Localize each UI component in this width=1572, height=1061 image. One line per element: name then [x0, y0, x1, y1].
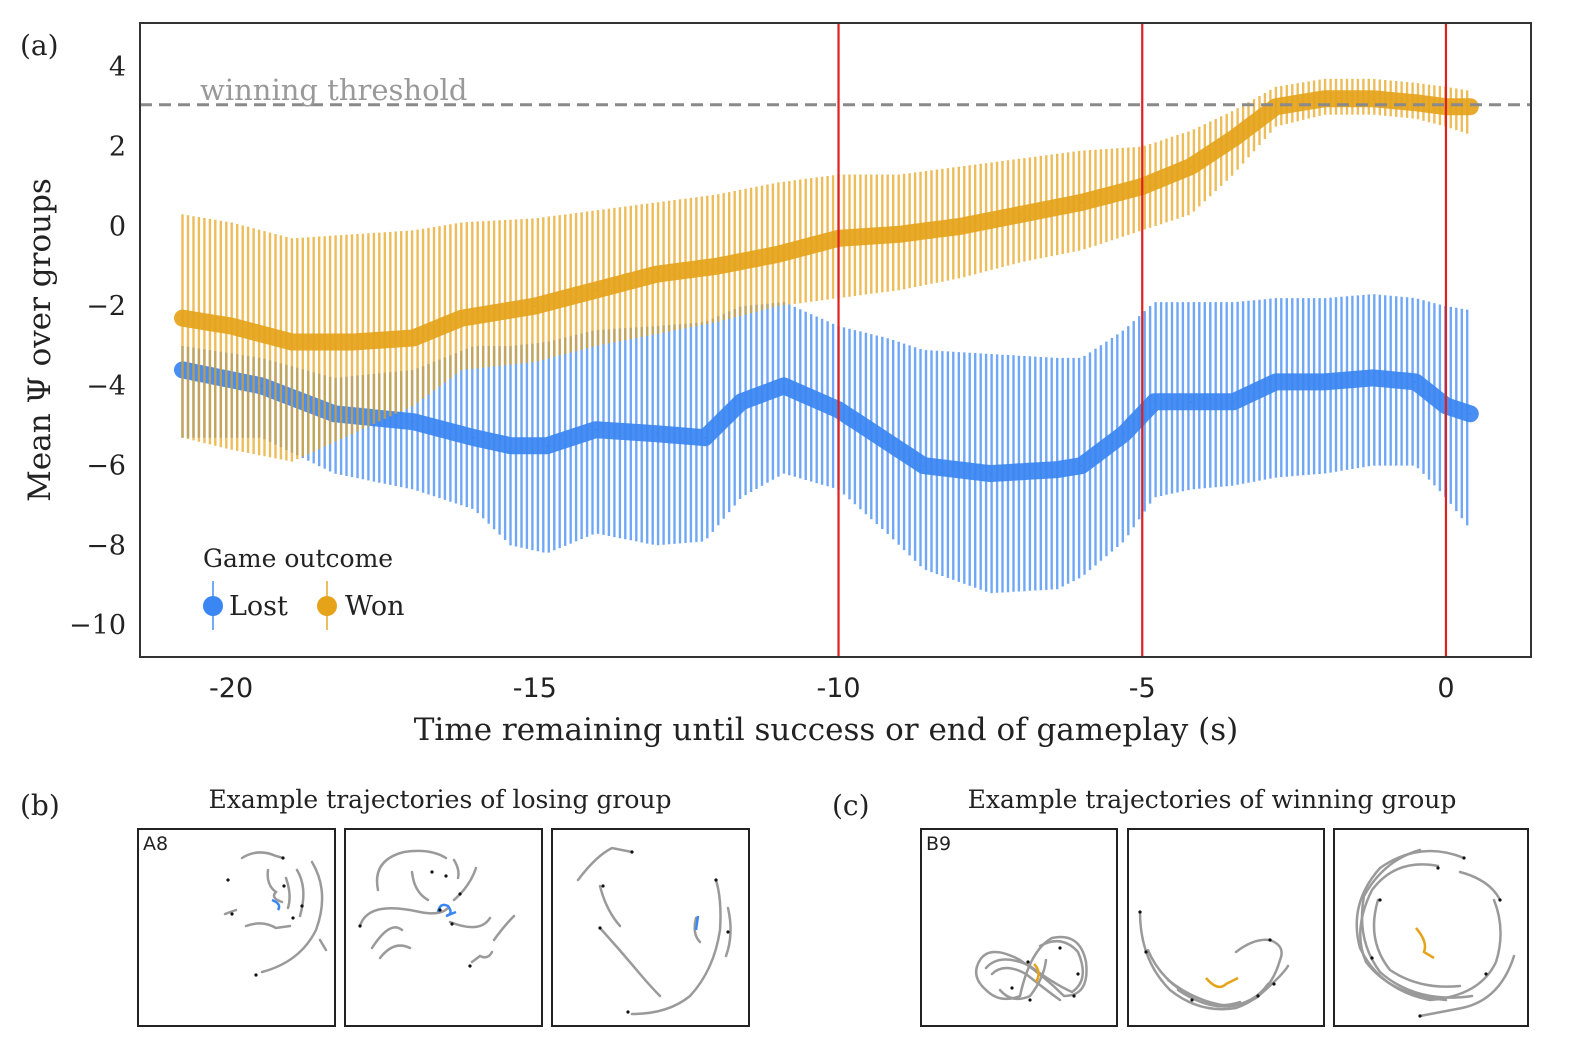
y-tick-label: −2 [86, 291, 126, 322]
plot-area [140, 23, 1531, 657]
data-point-lost [1274, 380, 1277, 383]
box-tag-b9: B9 [926, 833, 951, 855]
data-point-lost [412, 420, 415, 423]
data-point-won [412, 337, 415, 339]
plot-frame [139, 22, 1532, 658]
data-point-won [1323, 97, 1326, 100]
losing-trajectory-box-2 [344, 828, 543, 1027]
data-point-lost [886, 440, 889, 443]
data-point-won [533, 305, 536, 308]
data-point-won [1372, 97, 1375, 100]
data-point-lost [1372, 376, 1375, 379]
data-point-lost [1414, 380, 1417, 383]
series-won [174, 78, 1479, 462]
data-point-lost [922, 464, 925, 467]
panel-c-label: (c) [832, 789, 870, 822]
panel-c-title: Example trajectories of winning group [968, 785, 1457, 814]
box-tag-a8: A8 [143, 833, 168, 855]
data-point-won [1414, 101, 1417, 104]
losing-trajectory-box-1: A8 [137, 828, 336, 1027]
data-point-won [1080, 201, 1083, 204]
data-point-lost [1123, 432, 1125, 435]
y-ticks: 4 2 0 −2 −4 −6 −8 −10 [69, 52, 126, 641]
data-point-won [230, 325, 233, 327]
data-point-won [351, 341, 354, 343]
data-point-won [1274, 105, 1277, 108]
data-point-won [655, 273, 658, 276]
x-tick-label: 0 [1437, 673, 1454, 704]
data-point-won [460, 317, 463, 320]
data-point-won [898, 233, 901, 236]
data-point-lost [740, 400, 743, 403]
legend-title: Game outcome [203, 544, 393, 573]
winning-trajectory-box-1: B9 [920, 828, 1118, 1027]
y-tick-label: 4 [109, 52, 126, 83]
data-point-lost [260, 384, 263, 387]
legend-won-marker [317, 596, 337, 616]
data-point-lost [473, 436, 476, 439]
y-tick-label: 0 [109, 211, 126, 242]
y-axis-label: Mean Ψ over groups [22, 178, 58, 502]
x-tick-label: -5 [1129, 673, 1156, 704]
data-point-won [290, 341, 293, 343]
data-point-won [716, 265, 719, 268]
x-tick-label: -10 [816, 673, 860, 704]
data-point-lost [1323, 380, 1326, 383]
data-point-won [1019, 213, 1022, 216]
legend-lost-marker [203, 596, 223, 616]
x-tick-label: -15 [513, 673, 557, 704]
winning-trajectory-box-3 [1333, 828, 1529, 1027]
data-point-lost [1153, 400, 1156, 403]
legend-won-label: Won [345, 591, 405, 622]
y-tick-label: −4 [86, 371, 126, 402]
x-axis-label: Time remaining until success or end of g… [414, 712, 1238, 748]
data-point-won [1189, 165, 1192, 168]
data-point-lost [594, 428, 597, 431]
mean-line-lost [174, 361, 1479, 483]
mean-line-won [174, 90, 1479, 351]
data-point-won [594, 289, 597, 292]
legend-lost-label: Lost [229, 591, 288, 622]
data-point-lost [989, 472, 992, 475]
data-point-lost [1232, 400, 1235, 403]
panel-a-label: (a) [20, 29, 59, 62]
threshold-label: winning threshold [200, 73, 467, 107]
data-point-won [1232, 137, 1235, 140]
x-ticks: -20 -15 -10 -5 0 [209, 673, 1454, 704]
y-tick-label: −8 [86, 530, 126, 561]
data-point-lost [509, 444, 512, 447]
data-point-lost [1056, 468, 1059, 471]
data-point-won [181, 317, 184, 320]
data-point-lost [782, 384, 785, 387]
data-point-lost [703, 436, 706, 439]
data-point-won [776, 253, 779, 256]
panel-b-label: (b) [20, 789, 60, 822]
winning-trajectory-box-2 [1127, 828, 1325, 1027]
data-point-lost [546, 444, 548, 447]
data-point-lost [1080, 464, 1083, 467]
data-point-lost [1469, 412, 1472, 415]
legend: Game outcome Lost Won [203, 544, 405, 630]
data-point-lost [655, 432, 658, 435]
y-tick-label: −6 [86, 451, 126, 482]
losing-trajectory-box-3 [551, 828, 750, 1027]
data-point-won [959, 225, 961, 228]
x-tick-label: -20 [209, 673, 253, 704]
panel-b-title: Example trajectories of losing group [208, 785, 671, 814]
y-tick-label: −10 [69, 610, 126, 641]
y-tick-label: 2 [109, 132, 126, 163]
data-point-lost [1189, 400, 1192, 403]
